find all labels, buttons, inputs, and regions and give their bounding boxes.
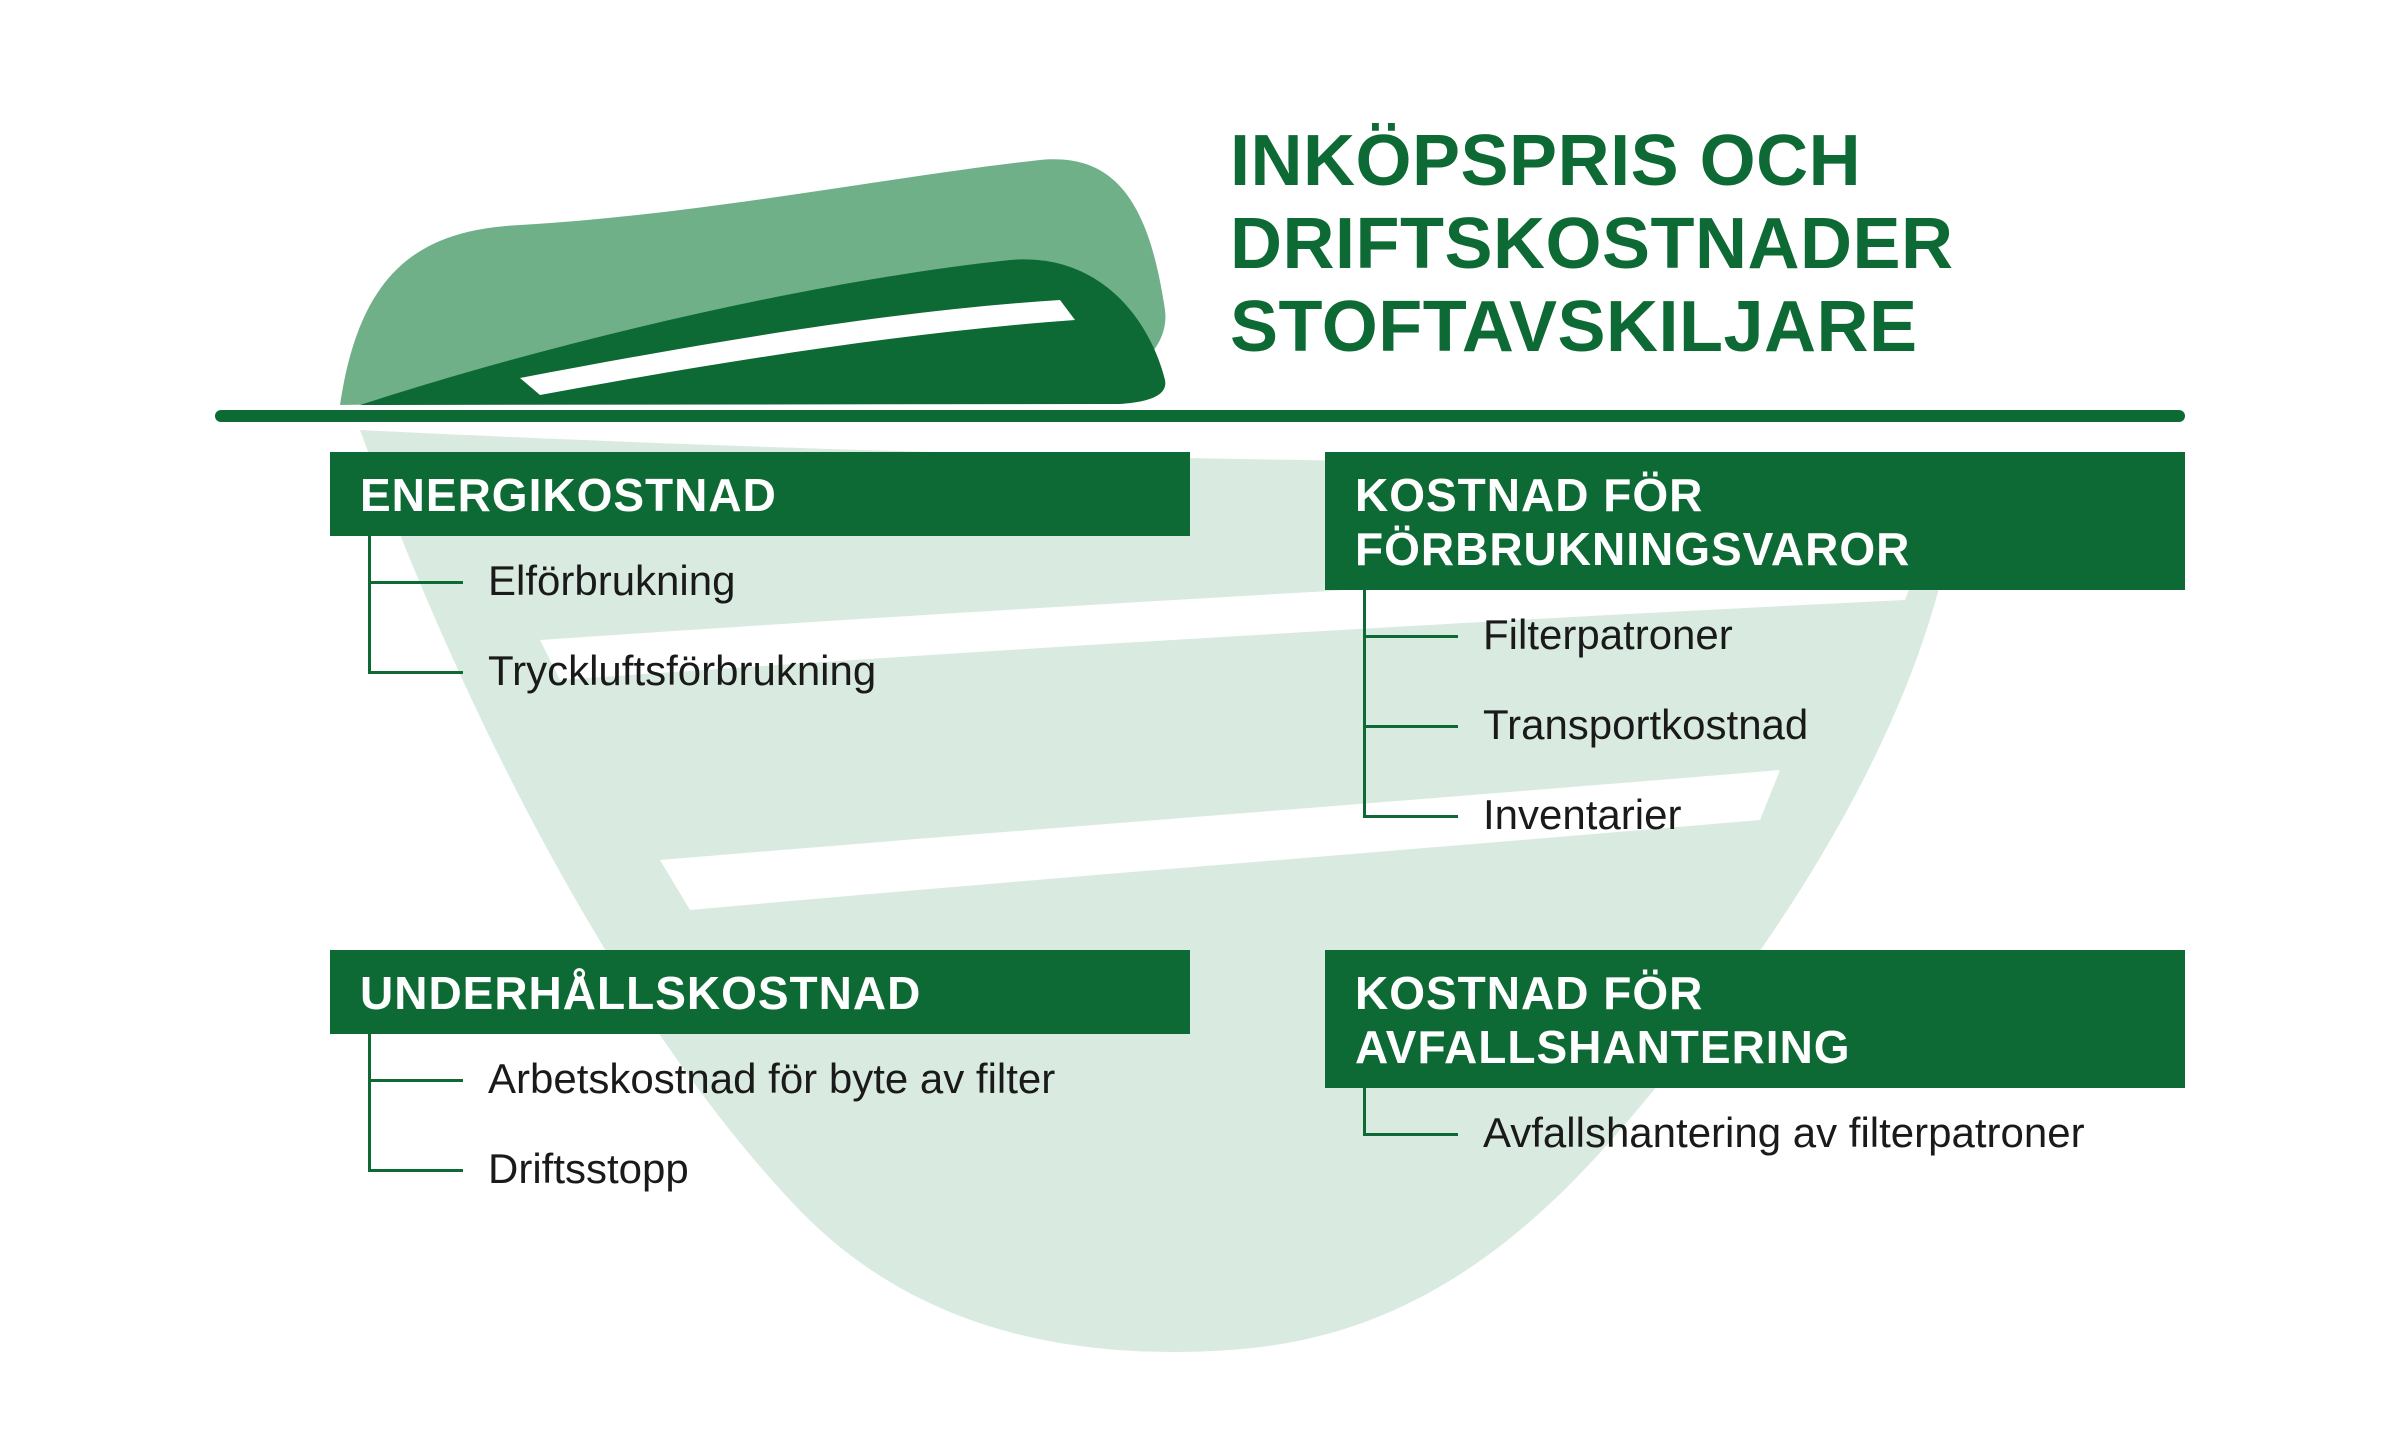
main-title: INKÖPSPRIS OCH DRIFTSKOSTNADER STOFTAVSK… <box>1230 120 1954 368</box>
infographic-canvas: INKÖPSPRIS OCH DRIFTSKOSTNADER STOFTAVSK… <box>0 0 2400 1440</box>
category-waste: KOSTNAD FÖR AVFALLSHANTERING Avfallshant… <box>1325 950 2185 1214</box>
category-energy: ENERGIKOSTNAD Elförbrukning Tryckluftsfö… <box>330 452 1190 860</box>
iceberg-top-light <box>340 159 1165 405</box>
tree-hline <box>368 671 463 674</box>
item-label: Avfallshantering av filterpatroner <box>1483 1109 2085 1157</box>
list-item: Inventarier <box>1363 770 2185 860</box>
categories-grid: ENERGIKOSTNAD Elförbrukning Tryckluftsfö… <box>330 452 2185 1214</box>
category-header-consumables: KOSTNAD FÖR FÖRBRUKNINGSVAROR <box>1325 452 2185 590</box>
item-label: Arbetskostnad för byte av filter <box>488 1055 1055 1103</box>
tree-hline <box>368 1079 463 1082</box>
item-label: Filterpatroner <box>1483 611 1733 659</box>
tree-hline <box>1363 635 1458 638</box>
item-label: Transportkostnad <box>1483 701 1808 749</box>
list-item: Filterpatroner <box>1363 590 2185 680</box>
iceberg-top-dark <box>360 259 1165 405</box>
item-label: Driftsstopp <box>488 1145 689 1193</box>
category-items-energy: Elförbrukning Tryckluftsförbrukning <box>368 536 1190 716</box>
category-header-maintenance: UNDERHÅLLSKOSTNAD <box>330 950 1190 1034</box>
list-item: Elförbrukning <box>368 536 1190 626</box>
list-item: Arbetskostnad för byte av filter <box>368 1034 1190 1124</box>
tree-hline <box>368 1169 463 1172</box>
title-line-2: DRIFTSKOSTNADER <box>1230 203 1954 286</box>
tree-hline <box>1363 815 1458 818</box>
list-item: Tryckluftsförbrukning <box>368 626 1190 716</box>
category-items-waste: Avfallshantering av filterpatroner <box>1363 1088 2185 1178</box>
tree-hline <box>1363 1133 1458 1136</box>
category-consumables: KOSTNAD FÖR FÖRBRUKNINGSVAROR Filterpatr… <box>1325 452 2185 860</box>
tree-hline <box>368 581 463 584</box>
category-header-waste: KOSTNAD FÖR AVFALLSHANTERING <box>1325 950 2185 1088</box>
waterline-divider <box>215 410 2185 422</box>
iceberg-top-slash <box>520 300 1075 395</box>
tree-hline <box>1363 725 1458 728</box>
category-header-energy: ENERGIKOSTNAD <box>330 452 1190 536</box>
list-item: Transportkostnad <box>1363 680 2185 770</box>
category-maintenance: UNDERHÅLLSKOSTNAD Arbetskostnad för byte… <box>330 950 1190 1214</box>
category-items-maintenance: Arbetskostnad för byte av filter Driftss… <box>368 1034 1190 1214</box>
title-line-1: INKÖPSPRIS OCH <box>1230 120 1954 203</box>
category-items-consumables: Filterpatroner Transportkostnad Inventar… <box>1363 590 2185 860</box>
item-label: Elförbrukning <box>488 557 735 605</box>
item-label: Inventarier <box>1483 791 1681 839</box>
list-item: Driftsstopp <box>368 1124 1190 1214</box>
list-item: Avfallshantering av filterpatroner <box>1363 1088 2185 1178</box>
title-line-3: STOFTAVSKILJARE <box>1230 286 1954 369</box>
item-label: Tryckluftsförbrukning <box>488 647 876 695</box>
